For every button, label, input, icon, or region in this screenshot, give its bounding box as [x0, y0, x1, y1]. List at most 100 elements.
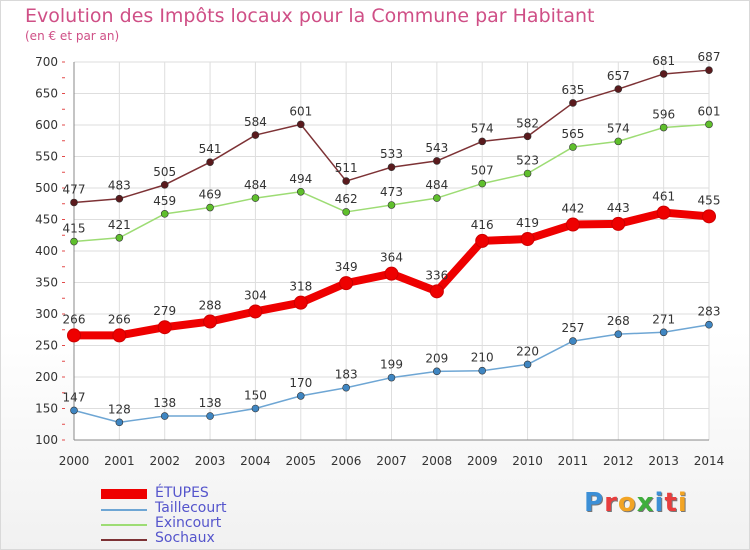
data-point-taillecourt: [115, 418, 124, 427]
data-point-sochaux: [659, 70, 668, 78]
data-label-sochaux: 635: [561, 83, 584, 97]
data-point-taillecourt: [387, 373, 396, 382]
y-tick-label: 400: [35, 244, 58, 258]
data-point-exincourt: [614, 137, 623, 146]
data-label-sochaux: 477: [63, 182, 86, 196]
x-tick-label: 2001: [104, 454, 135, 468]
data-label-exincourt: 462: [335, 192, 358, 206]
data-point-exincourt: [523, 169, 532, 178]
data-point-etupes: [565, 217, 580, 232]
data-point-etupes: [520, 232, 535, 247]
data-label-etupes: 288: [199, 299, 222, 313]
chart-title: Evolution des Impôts locaux pour la Comm…: [25, 5, 595, 27]
data-label-etupes: 304: [244, 288, 267, 302]
x-tick-label: 2000: [59, 454, 90, 468]
data-label-etupes: 416: [471, 218, 494, 232]
data-point-exincourt: [478, 179, 487, 188]
data-point-sochaux: [115, 194, 124, 203]
x-tick-label: 2011: [558, 454, 589, 468]
data-label-sochaux: 483: [108, 179, 131, 193]
y-tick-label: 150: [35, 402, 58, 416]
x-tick-label: 2004: [240, 454, 271, 468]
data-point-sochaux: [433, 157, 441, 165]
data-point-etupes: [702, 209, 716, 224]
data-label-etupes: 318: [289, 280, 312, 294]
data-label-sochaux: 541: [199, 142, 222, 156]
y-tick-label: 650: [35, 87, 58, 101]
data-label-etupes: 419: [516, 216, 539, 230]
data-point-taillecourt: [433, 367, 441, 376]
data-point-sochaux: [251, 131, 260, 139]
data-point-sochaux: [614, 85, 623, 93]
data-label-sochaux: 505: [153, 165, 176, 179]
data-point-sochaux: [705, 66, 713, 74]
data-label-sochaux: 681: [652, 54, 675, 68]
data-point-taillecourt: [705, 320, 713, 329]
legend-label-etupes: ÉTUPES: [155, 485, 209, 501]
data-label-sochaux: 511: [335, 161, 358, 175]
x-tick-label: 2006: [331, 454, 362, 468]
data-label-etupes: 336: [425, 268, 448, 282]
data-point-taillecourt: [614, 330, 623, 338]
data-point-taillecourt: [296, 392, 305, 400]
legend-label-taillecourt: Taillecourt: [155, 500, 227, 516]
data-label-taillecourt: 199: [380, 358, 403, 372]
data-point-etupes: [656, 205, 671, 220]
proxiti-logo: Proxiti: [584, 488, 688, 518]
y-tick-label: 600: [35, 118, 58, 132]
data-point-sochaux: [342, 177, 350, 185]
data-label-taillecourt: 183: [335, 368, 358, 382]
y-tick-label: 250: [35, 339, 58, 353]
data-point-exincourt: [387, 201, 396, 209]
data-point-taillecourt: [478, 366, 487, 375]
data-point-exincourt: [342, 208, 350, 216]
y-tick-label: 500: [35, 181, 58, 195]
data-point-sochaux: [296, 120, 305, 129]
data-label-etupes: 364: [380, 251, 403, 265]
y-tick-label: 300: [35, 307, 58, 321]
data-point-sochaux: [523, 132, 532, 141]
data-point-etupes: [293, 295, 308, 310]
legend-swatch-taillecourt: [101, 509, 147, 511]
data-point-exincourt: [659, 123, 668, 132]
data-label-sochaux: 687: [698, 50, 721, 64]
data-point-exincourt: [296, 187, 305, 196]
data-label-exincourt: 565: [561, 127, 584, 141]
data-point-sochaux: [160, 181, 169, 189]
data-point-taillecourt: [70, 406, 78, 415]
data-label-etupes: 266: [63, 312, 86, 326]
x-tick-label: 2007: [376, 454, 407, 468]
data-label-exincourt: 473: [380, 185, 403, 199]
y-tick-label: 450: [35, 213, 58, 227]
data-label-sochaux: 533: [380, 147, 403, 161]
x-tick-label: 2003: [195, 454, 226, 468]
data-point-exincourt: [206, 203, 214, 212]
data-point-taillecourt: [160, 412, 169, 420]
data-label-taillecourt: 271: [652, 312, 675, 326]
data-label-exincourt: 484: [425, 178, 448, 192]
x-tick-label: 2009: [467, 454, 498, 468]
data-point-etupes: [611, 216, 626, 231]
data-point-sochaux: [70, 198, 78, 207]
data-label-sochaux: 582: [516, 116, 539, 130]
data-label-sochaux: 601: [289, 104, 312, 118]
data-label-exincourt: 469: [199, 188, 222, 202]
data-label-exincourt: 484: [244, 178, 267, 192]
data-label-sochaux: 584: [244, 115, 267, 129]
x-tick-label: 2008: [422, 454, 453, 468]
data-point-exincourt: [433, 194, 441, 202]
data-label-taillecourt: 220: [516, 344, 539, 358]
data-label-taillecourt: 268: [607, 314, 630, 328]
data-label-etupes: 266: [108, 312, 131, 326]
data-point-taillecourt: [523, 360, 532, 369]
data-point-exincourt: [160, 210, 169, 218]
legend-swatch-etupes: [101, 489, 147, 499]
data-label-taillecourt: 147: [63, 390, 86, 404]
data-label-exincourt: 523: [516, 154, 539, 168]
data-point-sochaux: [569, 99, 577, 107]
data-point-etupes: [339, 276, 354, 291]
x-tick-label: 2013: [648, 454, 679, 468]
data-point-etupes: [157, 320, 172, 335]
data-point-sochaux: [387, 163, 396, 172]
